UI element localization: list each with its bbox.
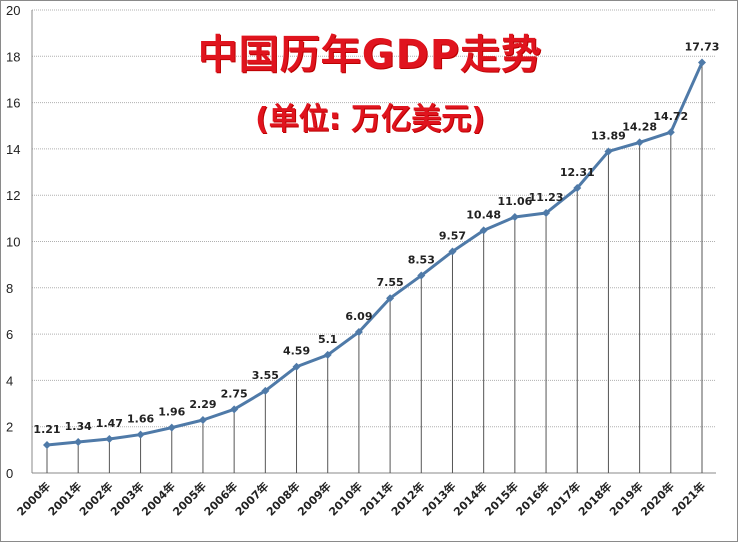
data-point-marker: [698, 58, 706, 67]
data-label: 14.28: [622, 120, 657, 133]
data-point-marker: [386, 294, 395, 303]
x-tick-label: 2004年: [139, 479, 178, 518]
x-tick-label: 2021年: [669, 479, 708, 518]
data-label: 1.96: [158, 406, 185, 419]
y-tick-label: 14: [6, 142, 20, 157]
data-point-marker: [230, 405, 239, 414]
x-tick-label: 2020年: [638, 479, 677, 518]
x-tick-label: 2015年: [482, 479, 521, 518]
x-tick-label: 2008年: [263, 479, 302, 518]
data-point-marker: [666, 128, 675, 137]
data-label: 2.29: [189, 398, 216, 411]
x-tick-label: 2012年: [388, 479, 427, 518]
data-point-marker: [167, 423, 176, 432]
data-point-marker: [43, 440, 51, 449]
data-label: 1.21: [33, 423, 60, 436]
data-point-marker: [573, 184, 582, 193]
x-tick-label: 2001年: [45, 479, 84, 518]
data-label: 1.34: [65, 420, 92, 433]
data-point-marker: [417, 271, 426, 280]
x-tick-label: 2019年: [606, 479, 645, 518]
chart-subtitle: (单位: 万亿美元): [255, 102, 485, 137]
y-tick-label: 10: [6, 235, 20, 250]
data-point-marker: [510, 212, 519, 221]
data-label: 17.73: [685, 41, 720, 54]
data-point-marker: [74, 437, 83, 446]
x-tick-label: 2006年: [201, 479, 240, 518]
x-tick-label: 2017年: [544, 479, 583, 518]
chart-title: 中国历年GDP走势: [197, 32, 543, 78]
data-point-marker: [448, 247, 457, 256]
data-point-marker: [479, 226, 488, 235]
x-tick-label: 2009年: [295, 479, 334, 518]
x-tick-label: 2016年: [513, 479, 552, 518]
data-label: 10.48: [466, 208, 501, 221]
data-point-marker: [635, 138, 644, 147]
x-tick-label: 2018年: [575, 479, 614, 518]
data-point-marker: [261, 386, 270, 395]
data-label: 13.89: [591, 129, 626, 142]
data-label: 4.59: [283, 345, 310, 358]
data-point-marker: [354, 328, 363, 337]
data-point-marker: [198, 415, 207, 424]
data-point-marker: [542, 209, 551, 218]
data-label: 11.23: [529, 191, 564, 204]
y-tick-label: 0: [6, 466, 13, 481]
x-tick-label: 2014年: [450, 479, 489, 518]
y-tick-label: 2: [6, 420, 13, 435]
x-tick-label: 2013年: [419, 479, 458, 518]
y-tick-label: 4: [6, 373, 13, 388]
data-label: 2.75: [221, 387, 248, 400]
data-point-marker: [604, 147, 613, 156]
data-point-marker: [292, 362, 301, 371]
data-label: 5.1: [318, 333, 338, 346]
data-point-marker: [105, 434, 114, 443]
data-label: 6.09: [345, 310, 372, 323]
data-label: 3.55: [252, 369, 279, 382]
x-tick-label: 2005年: [170, 479, 209, 518]
y-tick-label: 20: [6, 3, 20, 18]
data-point-marker: [136, 430, 145, 439]
data-point-marker: [323, 350, 332, 359]
x-tick-label: 2003年: [107, 479, 146, 518]
x-tick-label: 2007年: [232, 479, 271, 518]
y-tick-label: 6: [6, 327, 13, 342]
data-label: 11.06: [497, 195, 532, 208]
data-label: 1.47: [96, 417, 123, 430]
gdp-line: [46, 61, 704, 447]
y-tick-label: 8: [6, 281, 13, 296]
data-label: 8.53: [408, 254, 435, 267]
x-tick-label: 2002年: [76, 479, 115, 518]
x-tick-label: 2010年: [326, 479, 365, 518]
y-tick-label: 18: [6, 49, 20, 64]
data-label: 12.31: [560, 166, 595, 179]
y-tick-label: 16: [6, 96, 20, 111]
data-label: 7.55: [377, 276, 404, 289]
x-tick-label: 2011年: [357, 479, 396, 518]
data-label: 1.66: [127, 413, 154, 426]
data-label: 14.72: [653, 110, 688, 123]
data-label: 9.57: [439, 229, 466, 242]
y-tick-label: 12: [6, 188, 20, 203]
x-tick-label: 2000年: [14, 479, 53, 518]
